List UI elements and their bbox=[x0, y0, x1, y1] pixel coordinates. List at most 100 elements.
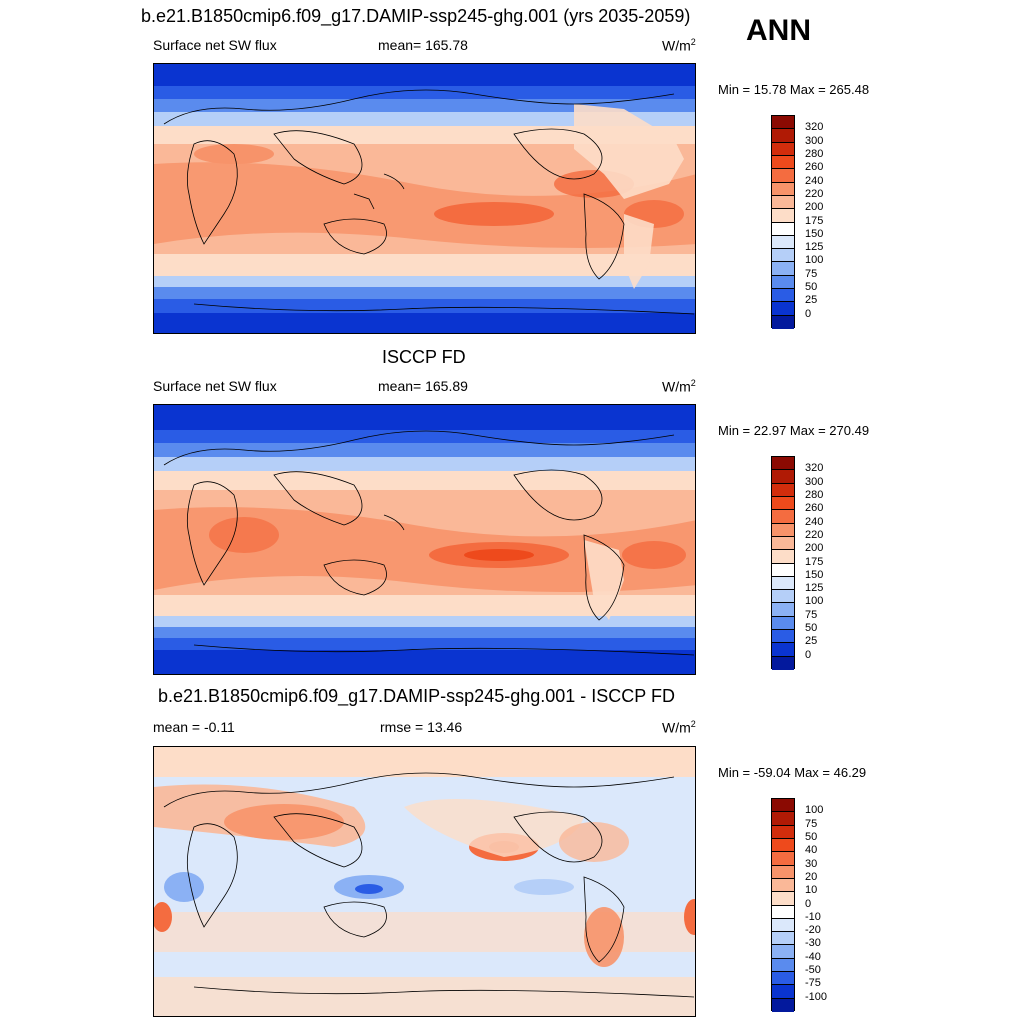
colorbar-swatch bbox=[772, 905, 794, 919]
colorbar-tick-label: 50 bbox=[805, 281, 818, 294]
colorbar-tick-label: -100 bbox=[805, 990, 828, 1003]
panel3-minmax: Min = -59.04 Max = 46.29 bbox=[718, 765, 867, 780]
colorbar-tick-label: 260 bbox=[805, 502, 824, 515]
colorbar-swatch bbox=[772, 603, 794, 617]
colorbar-tick-label: 320 bbox=[805, 121, 824, 134]
colorbar-tick-label: 240 bbox=[805, 174, 824, 187]
colorbar-swatch bbox=[772, 209, 794, 223]
colorbar-swatch bbox=[772, 825, 794, 839]
colorbar-swatch bbox=[772, 536, 794, 551]
colorbar-swatch bbox=[772, 563, 794, 577]
colorbar-swatch bbox=[772, 289, 794, 303]
colorbar-swatch bbox=[772, 590, 794, 604]
colorbar-tick-label: 10 bbox=[805, 884, 818, 897]
colorbar-tick-label: 260 bbox=[805, 161, 824, 174]
colorbar-tick-label: 25 bbox=[805, 294, 818, 307]
panel1-colorbar bbox=[771, 115, 795, 329]
colorbar-tick-label: 220 bbox=[805, 528, 824, 541]
colorbar-tick-label: 100 bbox=[805, 595, 824, 608]
panel1-variable: Surface net SW flux bbox=[153, 37, 277, 53]
panel1-field bbox=[154, 64, 695, 333]
colorbar-swatch bbox=[772, 852, 794, 866]
panel3-map bbox=[153, 746, 696, 1017]
colorbar-tick-label: 30 bbox=[805, 857, 818, 870]
colorbar-tick-label: -40 bbox=[805, 950, 821, 963]
colorbar-swatch bbox=[772, 182, 794, 196]
colorbar-tick-label: 0 bbox=[805, 897, 812, 910]
colorbar-swatch bbox=[772, 195, 794, 210]
colorbar-tick-label: 75 bbox=[805, 817, 818, 830]
colorbar-tick-label: 220 bbox=[805, 187, 824, 200]
colorbar-tick-label: 125 bbox=[805, 582, 824, 595]
colorbar-swatch bbox=[772, 523, 794, 537]
colorbar-tick-label: 200 bbox=[805, 201, 824, 214]
colorbar-swatch bbox=[772, 932, 794, 946]
colorbar-tick-label: 150 bbox=[805, 568, 824, 581]
colorbar-swatch bbox=[772, 302, 794, 316]
colorbar-tick-label: -30 bbox=[805, 937, 821, 950]
colorbar-tick-label: 280 bbox=[805, 147, 824, 160]
panel3-rmse: rmse = 13.46 bbox=[380, 719, 463, 735]
colorbar-swatch bbox=[772, 222, 794, 236]
panel3-units: W/m2 bbox=[662, 719, 696, 736]
colorbar-swatch bbox=[772, 656, 794, 670]
colorbar-swatch bbox=[772, 510, 794, 524]
colorbar-tick-label: 25 bbox=[805, 635, 818, 648]
panel3-field bbox=[154, 747, 695, 1016]
colorbar-swatch bbox=[772, 275, 794, 290]
panel2-units: W/m2 bbox=[662, 378, 696, 395]
colorbar-tick-label: 200 bbox=[805, 542, 824, 555]
colorbar-swatch bbox=[772, 169, 794, 183]
colorbar-swatch bbox=[772, 643, 794, 657]
panel3-mean: mean = -0.11 bbox=[153, 719, 235, 735]
colorbar-tick-label: 175 bbox=[805, 555, 824, 568]
colorbar-swatch bbox=[772, 865, 794, 879]
case-title: b.e21.B1850cmip6.f09_g17.DAMIP-ssp245-gh… bbox=[141, 6, 691, 26]
colorbar-tick-label: -75 bbox=[805, 977, 821, 990]
colorbar-tick-label: 175 bbox=[805, 214, 824, 227]
panel2-colorbar bbox=[771, 456, 795, 670]
panel3-colorbar bbox=[771, 798, 795, 1012]
colorbar-swatch bbox=[772, 799, 794, 813]
colorbar-tick-label: 300 bbox=[805, 134, 824, 147]
colorbar-swatch bbox=[772, 262, 794, 276]
panel2-mean: mean= 165.89 bbox=[378, 378, 468, 394]
colorbar-swatch bbox=[772, 249, 794, 263]
colorbar-tick-label: 100 bbox=[805, 804, 824, 817]
colorbar-swatch bbox=[772, 918, 794, 933]
colorbar-tick-label: 100 bbox=[805, 254, 824, 267]
colorbar-tick-label: 125 bbox=[805, 241, 824, 254]
panel1-map bbox=[153, 63, 696, 334]
colorbar-swatch bbox=[772, 812, 794, 826]
colorbar-swatch bbox=[772, 616, 794, 631]
colorbar-swatch bbox=[772, 496, 794, 511]
colorbar-swatch bbox=[772, 576, 794, 591]
panel2-minmax: Min = 22.97 Max = 270.49 bbox=[718, 423, 870, 438]
panel1-minmax: Min = 15.78 Max = 265.48 bbox=[718, 82, 870, 97]
colorbar-tick-label: -20 bbox=[805, 924, 821, 937]
panel3-title: b.e21.B1850cmip6.f09_g17.DAMIP-ssp245-gh… bbox=[158, 686, 675, 706]
colorbar-swatch bbox=[772, 470, 794, 484]
colorbar-swatch bbox=[772, 958, 794, 973]
colorbar-tick-label: 300 bbox=[805, 475, 824, 488]
colorbar-tick-label: 0 bbox=[805, 648, 812, 661]
panel2-map bbox=[153, 404, 696, 675]
colorbar-tick-label: 280 bbox=[805, 488, 824, 501]
panel1-mean: mean= 165.78 bbox=[378, 37, 468, 53]
colorbar-swatch bbox=[772, 892, 794, 906]
colorbar-swatch bbox=[772, 550, 794, 564]
panel2-field bbox=[154, 405, 695, 674]
colorbar-tick-label: 40 bbox=[805, 844, 818, 857]
colorbar-tick-label: 75 bbox=[805, 608, 818, 621]
colorbar-swatch bbox=[772, 142, 794, 156]
colorbar-swatch bbox=[772, 457, 794, 471]
colorbar-swatch bbox=[772, 129, 794, 143]
colorbar-tick-label: 0 bbox=[805, 307, 812, 320]
colorbar-tick-label: 50 bbox=[805, 830, 818, 843]
colorbar-swatch bbox=[772, 838, 794, 853]
colorbar-swatch bbox=[772, 235, 794, 250]
colorbar-tick-label: 20 bbox=[805, 870, 818, 883]
colorbar-tick-label: -10 bbox=[805, 910, 821, 923]
colorbar-swatch bbox=[772, 630, 794, 644]
colorbar-tick-label: 150 bbox=[805, 227, 824, 240]
